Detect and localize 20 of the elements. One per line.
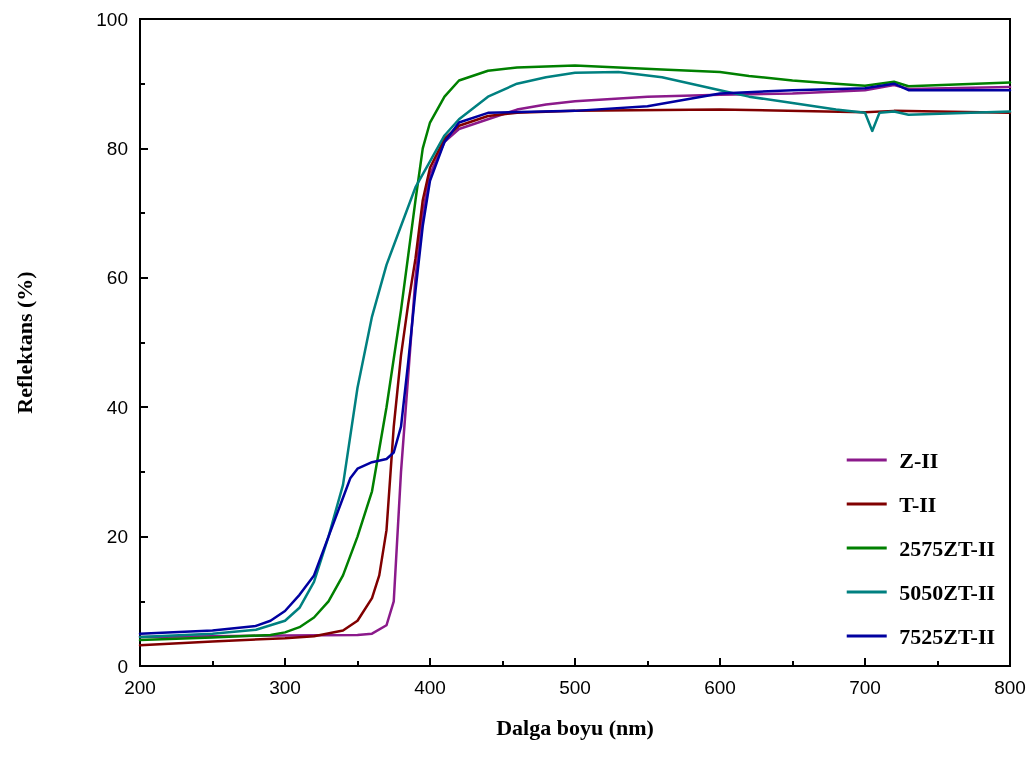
legend-label: 2575ZT-II	[899, 535, 995, 561]
y-tick-label: 60	[106, 267, 128, 289]
y-tick-label: 40	[106, 396, 128, 418]
y-tick-label: 20	[106, 526, 128, 548]
y-tick-label: 80	[106, 137, 128, 159]
x-tick-label: 600	[704, 677, 736, 698]
y-axis-title: Reflektans (%)	[11, 271, 37, 414]
legend-label: T-II	[899, 491, 937, 517]
y-tick-label: 100	[96, 8, 128, 30]
x-tick-label: 400	[414, 677, 446, 698]
legend-label: 5050ZT-II	[899, 579, 995, 605]
x-tick-label: 300	[269, 677, 301, 698]
x-tick-label: 200	[124, 677, 156, 698]
x-axis-title: Dalga boyu (nm)	[496, 714, 654, 740]
x-tick-label: 700	[849, 677, 881, 698]
y-tick-label: 0	[117, 655, 128, 677]
legend-label: Z-II	[899, 447, 939, 473]
legend-label: 7525ZT-II	[899, 623, 995, 649]
x-tick-label: 800	[994, 677, 1026, 698]
x-tick-label: 500	[559, 677, 591, 698]
